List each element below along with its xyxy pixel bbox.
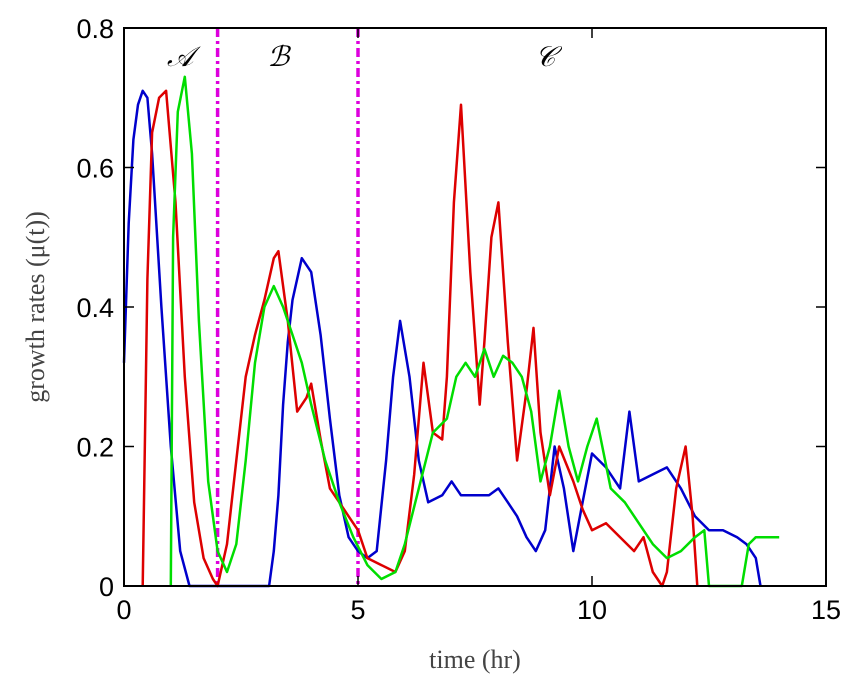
series-line-0 (122, 89, 762, 588)
y-axis-label: growth rates (μ(t)) (21, 211, 50, 403)
region-label-0: 𝒜 (167, 40, 201, 73)
series-line-2 (169, 75, 780, 588)
x-tick-label: 10 (577, 595, 607, 625)
phase-divider-lines (215, 28, 360, 586)
plot-frame (123, 27, 827, 587)
axis-ticks (123, 27, 827, 587)
x-axis-label: time (hr) (429, 645, 521, 674)
tick-labels: 0 5 10 15 0 0.2 0.4 0.6 0.8 (76, 14, 841, 625)
y-tick-label: 0.6 (76, 154, 114, 184)
y-tick-label: 0.2 (76, 433, 114, 463)
region-label-2: 𝒞 (535, 40, 563, 73)
y-tick-label: 0 (99, 572, 114, 602)
region-label-1: ℬ (267, 40, 291, 73)
x-tick-label: 15 (811, 595, 841, 625)
y-tick-label: 0.8 (76, 14, 114, 44)
x-tick-label: 5 (350, 595, 365, 625)
series-lines (122, 75, 780, 588)
x-tick-label: 0 (116, 595, 131, 625)
y-tick-label: 0.4 (76, 293, 114, 323)
series-line-1 (141, 89, 699, 588)
